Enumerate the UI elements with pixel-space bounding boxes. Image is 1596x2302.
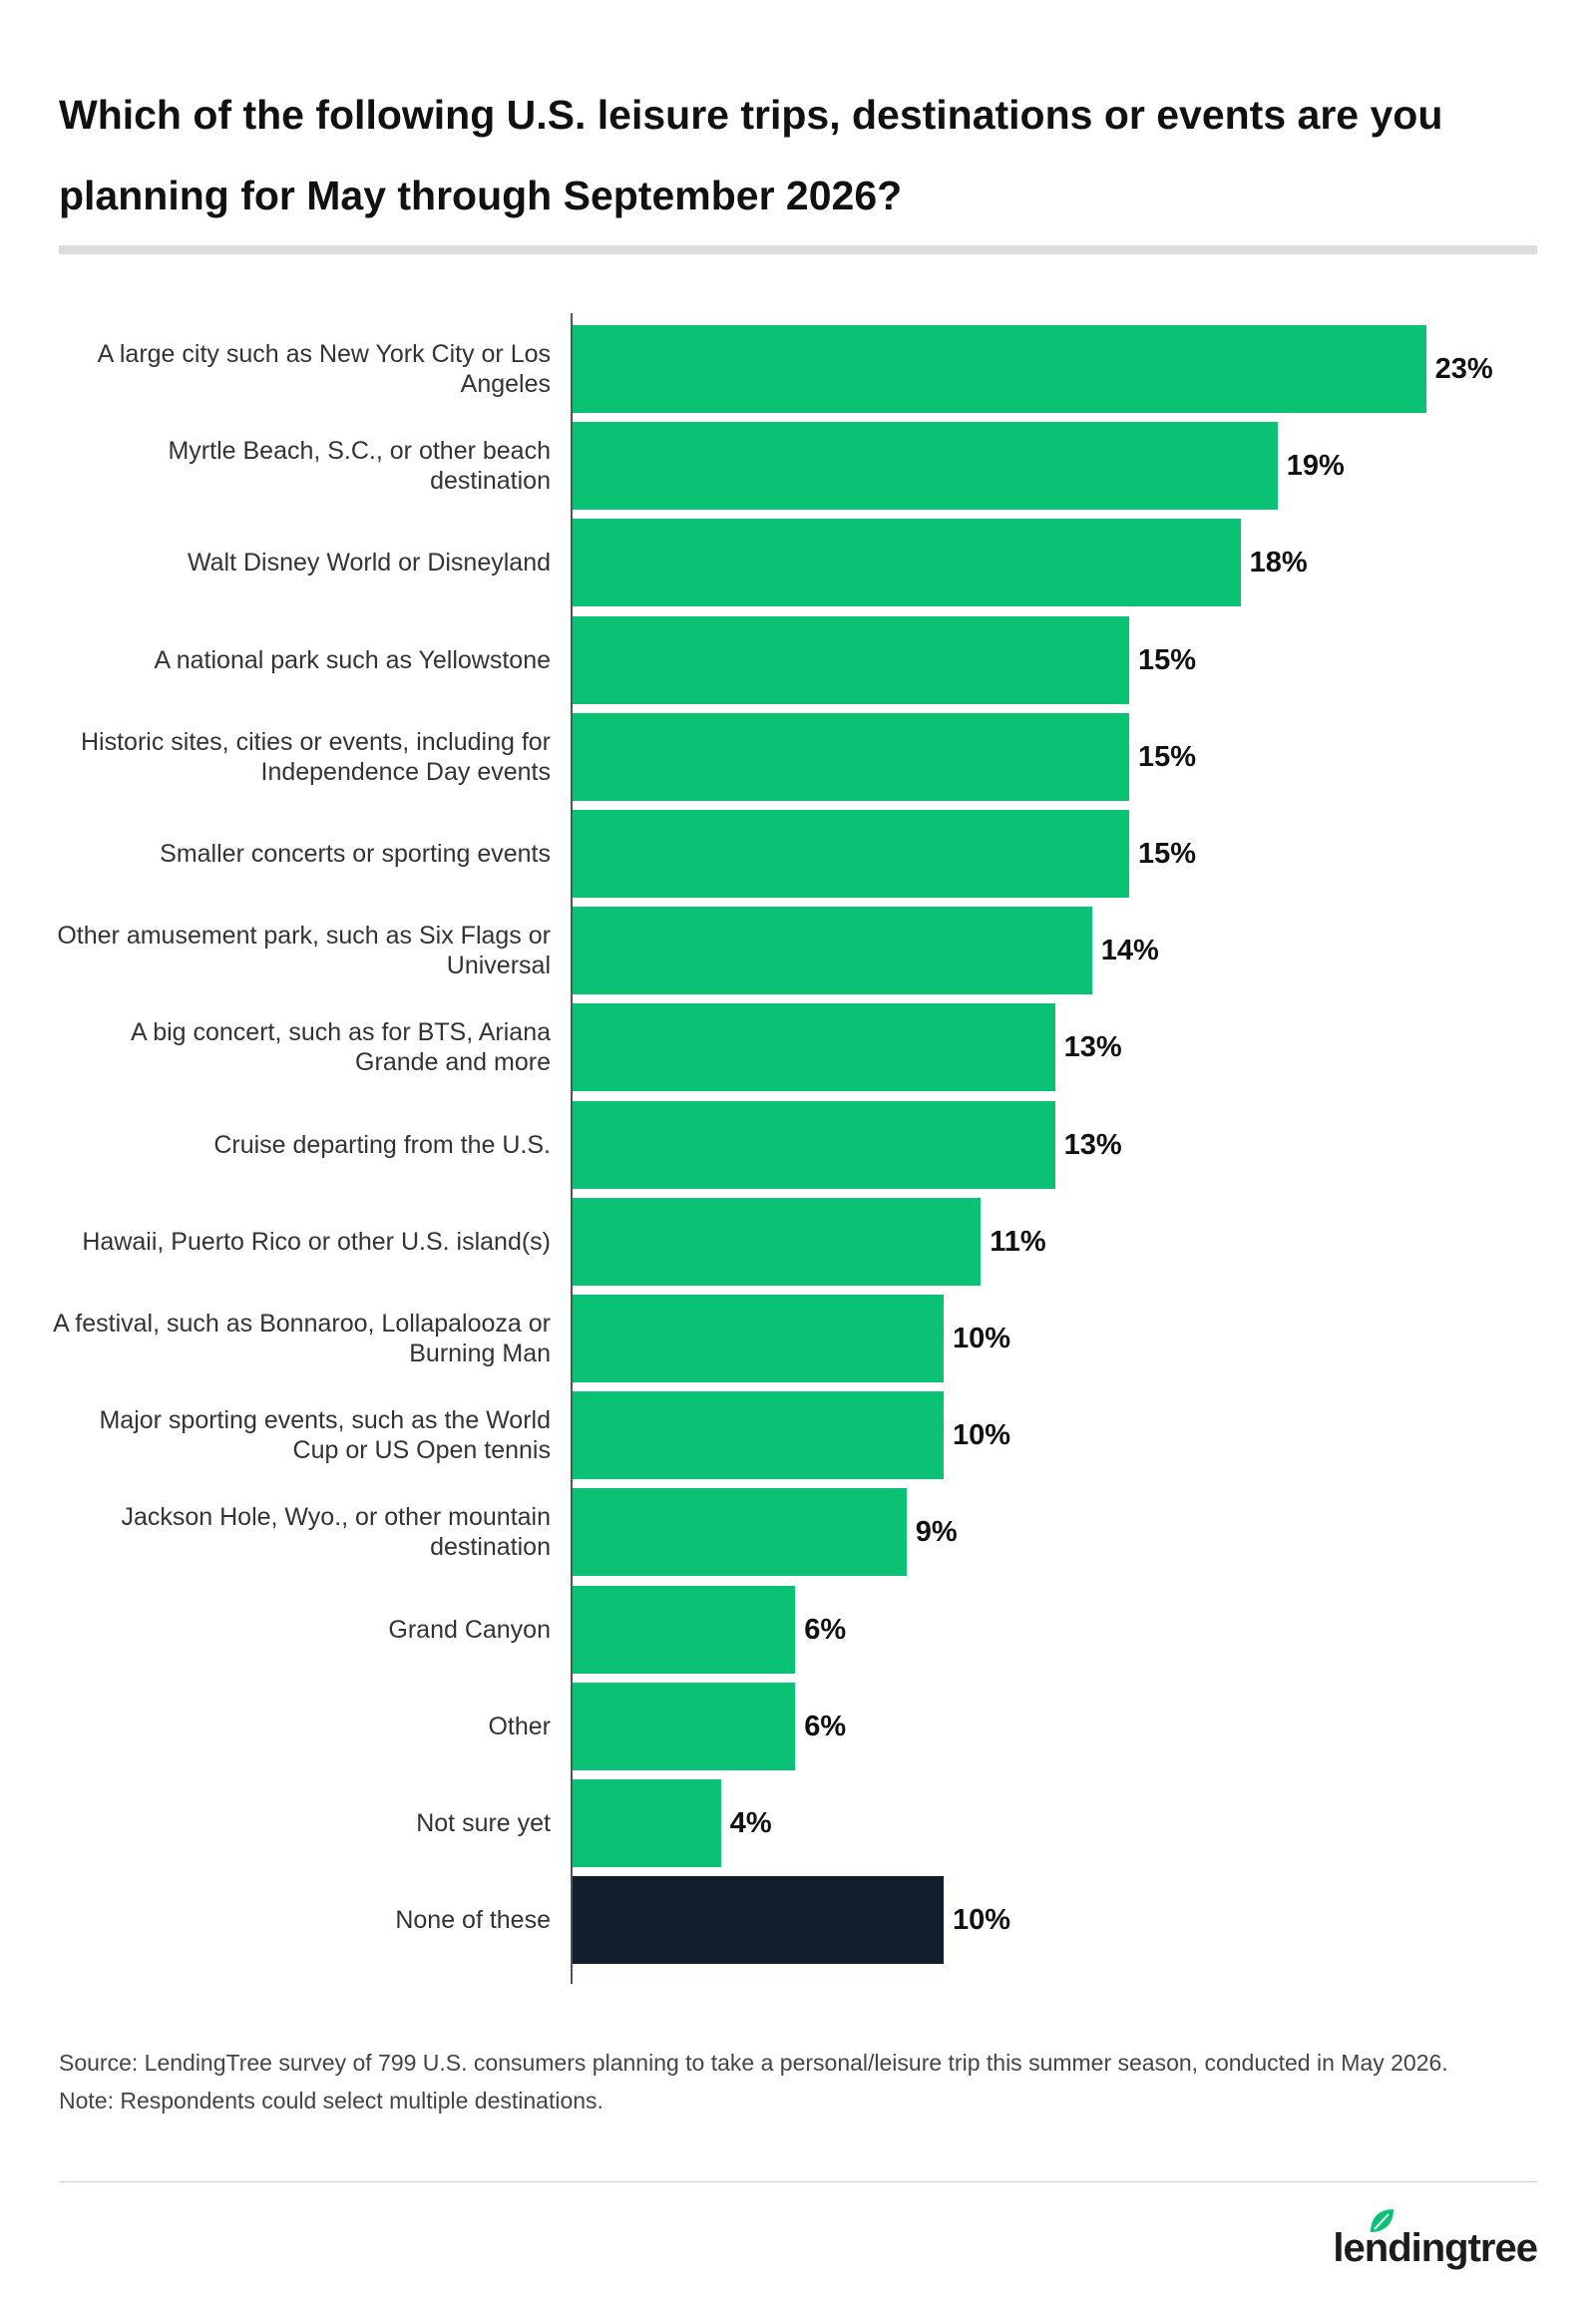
value-label: 10% [953,1904,1011,1937]
category-label: Other [488,1712,551,1740]
category-label: Other amusement park, such as Six Flags … [57,922,551,980]
category-label: A festival, such as Bonnaroo, Lollapaloo… [53,1310,551,1367]
value-label: 19% [1286,450,1345,483]
value-label: 13% [1063,1031,1122,1064]
value-label: 10% [953,1323,1011,1354]
value-label: 6% [804,1710,847,1742]
value-label: 14% [1100,935,1159,967]
bar [573,1391,944,1480]
title-rule [59,245,1537,254]
note: Note: Respondents could select multiple … [59,2088,603,2113]
bar [573,1100,1055,1189]
value-label: 4% [729,1807,772,1839]
bar [573,1779,721,1867]
category-label: A large city such as New York City or Lo… [97,340,551,398]
bar [573,1003,1055,1092]
bar [573,519,1241,607]
value-label: 15% [1138,643,1197,676]
source: Source: LendingTree survey of 799 U.S. c… [59,2050,1448,2076]
bar [573,325,1426,413]
value-label: 13% [1063,1128,1122,1161]
category-label: A big concert, such as for BTS, Ariana G… [130,1018,551,1077]
value-label: 18% [1249,547,1308,579]
bar [573,1585,796,1674]
bar [573,615,1129,704]
category-label: Myrtle Beach, S.C., or other beach desti… [168,437,551,496]
bar [573,1682,796,1770]
category-label: Historic sites, cities or events, includ… [80,727,551,786]
bar [573,1876,944,1965]
category-label: None of these [395,1906,551,1935]
category-label: Major sporting events, such as the World… [99,1406,551,1465]
category-label: Not sure yet [416,1809,551,1837]
value-label: 15% [1138,838,1197,870]
category-label: Smaller concerts or sporting events [160,840,551,868]
bar [573,422,1278,511]
category-label: Walt Disney World or Disneyland [187,549,551,577]
category-label: Grand Canyon [388,1615,551,1644]
footer-rule [59,2181,1537,2182]
category-label: Hawaii, Puerto Rico or other U.S. island… [82,1227,551,1256]
bar [573,810,1129,898]
category-label: A national park such as Yellowstone [154,645,552,674]
value-label: 11% [990,1225,1046,1258]
bar [573,907,1092,995]
bar [573,1197,982,1286]
chart-title: Which of the following U.S. leisure trip… [59,92,1443,218]
category-label: Cruise departing from the U.S. [213,1130,551,1159]
bar [573,712,1129,801]
logo-leaf [1371,2209,1394,2232]
value-label: 6% [804,1613,847,1646]
logo: lendingtree [1333,2226,1538,2270]
bar [573,1488,907,1577]
value-label: 15% [1138,740,1197,773]
bar [573,1295,944,1382]
axis-line [571,313,573,1984]
value-label: 10% [953,1419,1011,1452]
category-label: Jackson Hole, Wyo., or other mountain de… [121,1503,551,1562]
value-label: 9% [915,1516,958,1549]
value-label: 23% [1434,353,1493,385]
